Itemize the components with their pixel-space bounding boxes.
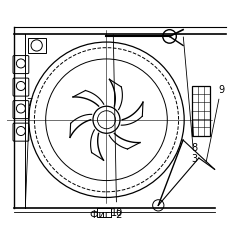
Text: 8: 8 xyxy=(191,112,197,153)
Text: Фиг. 2: Фиг. 2 xyxy=(90,209,123,219)
Bar xyxy=(192,86,210,136)
Text: 9: 9 xyxy=(206,84,224,162)
Text: 10: 10 xyxy=(110,36,123,217)
Bar xyxy=(97,208,111,217)
Bar xyxy=(28,38,46,54)
Text: 7: 7 xyxy=(25,98,33,203)
Text: 3: 3 xyxy=(183,38,197,164)
